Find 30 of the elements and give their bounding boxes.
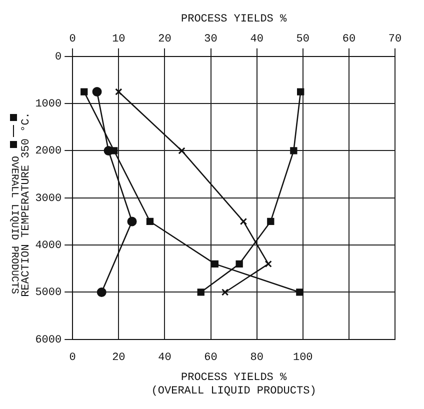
x2-tick-label: 40: [250, 34, 264, 46]
x-tick-label: 20: [112, 352, 126, 364]
point: [297, 88, 304, 96]
y-tick-label: 5000: [35, 287, 62, 300]
x-tick-label: 0: [69, 352, 76, 364]
x2-tick-label: 10: [112, 34, 126, 46]
point: [197, 288, 204, 296]
x-axis-title: PROCESS YIELDS % (OVERALL LIQUID PRODUCTS): [151, 372, 316, 398]
x-tick-label: 80: [250, 352, 264, 364]
y-tick-label: 6000: [35, 334, 62, 346]
y-tick-label: 0: [54, 51, 62, 64]
x2-axis-title: PROCESS YIELDS %: [180, 14, 288, 26]
x-tick-label: 60: [204, 352, 218, 364]
legend-label: OVERALL LIQUID PRODUCTS: [8, 156, 19, 295]
x2-tick-label: 60: [342, 34, 356, 46]
y-tick-label: 4000: [35, 240, 62, 252]
text: REACTION TEMPERATURE 350 °C.: [20, 112, 33, 297]
x2-tick-label: 70: [388, 34, 402, 46]
y-tick-label: 3000: [35, 192, 62, 205]
x-tick-label: 40: [158, 352, 172, 364]
x2-tick-label: 0: [69, 34, 76, 46]
x2-tick-label: 30: [204, 34, 218, 46]
x2-tick-label: 20: [158, 34, 172, 46]
y-tick-label: 2000: [35, 146, 62, 158]
point: [267, 218, 274, 226]
y-tick-label: 1000: [35, 98, 62, 110]
point: [290, 147, 298, 154]
point: [236, 260, 243, 268]
x-tick-label: 100: [292, 352, 313, 364]
x2-tick-label: 50: [296, 34, 310, 46]
